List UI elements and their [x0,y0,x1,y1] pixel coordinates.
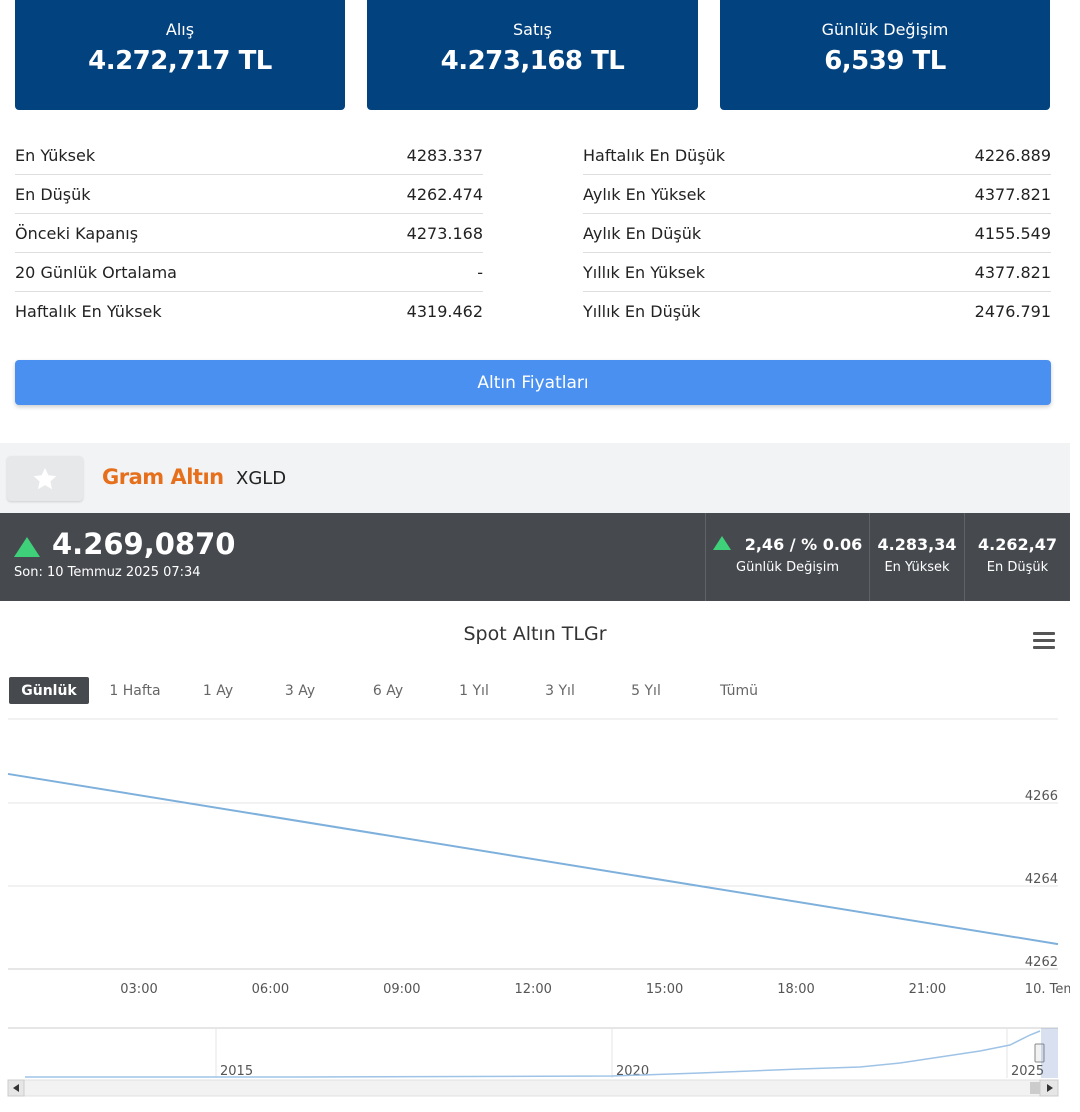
chevron-left-icon [13,1084,19,1092]
x-tick-label: 18:00 [777,982,814,997]
stat-value: - [477,262,483,282]
quote-bar: 4.269,0870 Son: 10 Temmuz 2025 07:34 2,4… [0,513,1070,601]
current-price: 4.269,0870 [52,527,236,561]
price-summary: Alış 4.272,717 TL Satış 4.273,168 TL Gün… [0,0,1070,440]
up-arrow-icon [712,536,731,550]
stat-label: Aylık En Düşük [583,223,702,243]
daily-low-caption: En Düşük [986,560,1049,575]
buy-price-card: Alış 4.272,717 TL [15,0,345,110]
daily-change-label: Günlük Değişim [821,20,949,39]
stat-value: 2476.791 [974,302,1051,321]
sell-price-card: Satış 4.273,168 TL [367,0,698,110]
daily-change-amount: 2,46 / % 0.06 [744,535,863,554]
navigator-label: 2020 [616,1064,649,1079]
stat-row: Haftalık En Yüksek 4319.462 [15,292,483,331]
stat-label: En Yüksek [15,145,96,165]
stat-row: Aylık En Yüksek 4377.821 [583,175,1051,214]
stat-label: Haftalık En Düşük [583,145,726,165]
last-update-time: Son: 10 Temmuz 2025 07:34 [14,565,201,580]
navigator-label: 2025 [1011,1064,1044,1079]
daily-low-cell: 4.262,47 En Düşük [964,513,1070,601]
gold-prices-button[interactable]: Altın Fiyatları [15,360,1051,405]
stat-label: 20 Günlük Ortalama [15,262,177,282]
stat-value: 4262.474 [406,184,483,204]
daily-low-value: 4.262,47 [978,535,1057,554]
daily-change-value: 6,539 TL [824,46,946,76]
stat-value: 4226.889 [974,145,1051,165]
navigator-selection[interactable] [1041,1028,1058,1078]
x-tick-label: 12:00 [514,982,551,997]
stat-row: Yıllık En Düşük 2476.791 [583,292,1051,331]
stat-label: Yıllık En Yüksek [583,262,706,282]
stat-label: En Düşük [15,184,91,204]
stat-row: 20 Günlük Ortalama - [15,253,483,292]
daily-high-value: 4.283,34 [877,535,957,554]
favorite-button[interactable] [7,456,83,501]
y-tick-label: 4262 [1025,955,1058,970]
stat-row: Yıllık En Yüksek 4377.821 [583,253,1051,292]
stat-value: 4319.462 [406,302,483,321]
range-button[interactable]: 3 Yıl [545,682,575,699]
daily-change-cell: 2,46 / % 0.06 Günlük Değişim [705,513,869,601]
chevron-right-icon [1047,1084,1053,1092]
stats-table-left: En Yüksek 4283.337 En Düşük 4262.474 Önceki … [15,136,483,331]
x-tick-label: 06:00 [252,982,289,997]
range-button[interactable]: 3 Ay [284,682,316,699]
stat-label: Aylık En Yüksek [583,184,706,204]
daily-change-caption: Günlük Değişim [736,560,839,575]
x-tick-label: 03:00 [120,982,157,997]
star-icon [33,467,57,489]
daily-high-cell: 4.283,34 En Yüksek [869,513,964,601]
sell-label: Satış [512,20,552,39]
up-arrow-icon [14,537,40,557]
stat-row: Aylık En Düşük 4155.549 [583,214,1051,253]
stat-value: 4155.549 [974,223,1051,243]
stat-label: Önceki Kapanış [15,223,139,243]
sell-value: 4.273,168 TL [440,46,625,76]
hamburger-menu-icon[interactable] [1033,632,1055,650]
navigator-label: 2015 [220,1064,253,1079]
range-button[interactable]: Tümü [719,682,758,699]
stat-row: Önceki Kapanış 4273.168 [15,214,483,253]
asset-header: Gram Altın XGLD [0,443,1070,513]
stat-row: En Düşük 4262.474 [15,175,483,214]
daily-high-caption: En Yüksek [884,560,950,575]
x-tick-label: 15:00 [646,982,683,997]
buy-label: Alış [165,20,195,39]
navigator-handle[interactable] [1034,1043,1045,1063]
stat-label: Haftalık En Yüksek [15,302,162,321]
x-tick-label: 09:00 [383,982,420,997]
x-tick-label: 10. Tem [1025,982,1070,997]
x-tick-label: 21:00 [909,982,946,997]
stats-table-right: Haftalık En Düşük 4226.889 Aylık En Yüksek… [583,136,1051,331]
y-tick-label: 4266 [1025,789,1058,804]
y-tick-label: 4264 [1025,872,1058,887]
range-button[interactable]: 6 Ay [372,682,404,699]
chart-canvas: 4262 4264 4266 03:00 06:00 09:00 12:00 15:00 18:… [7,718,1070,1097]
navigator-area [8,1028,1058,1078]
stat-row: Haftalık En Düşük 4226.889 [583,136,1051,175]
daily-change-card: Günlük Değişim 6,539 TL [720,0,1050,110]
stat-value: 4273.168 [406,223,483,243]
series-line [7,772,1059,946]
stat-value: 4377.821 [974,262,1051,282]
stat-label: Yıllık En Düşük [583,302,701,321]
navigator-series [25,1030,1041,1078]
stat-row: En Yüksek 4283.337 [15,136,483,175]
navigator-scrollbar[interactable] [7,1079,1059,1097]
asset-name: Gram Altın [102,465,224,489]
scrollbar-thumb[interactable] [1030,1082,1040,1094]
stat-value: 4283.337 [406,145,483,165]
range-button[interactable]: 5 Yıl [631,682,661,699]
range-button[interactable]: 1 Yıl [459,682,489,699]
price-chart: Spot Altın TLGr Günlük 1 Hafta 1 Ay 3 Ay 6 A… [0,601,1070,1112]
asset-code: XGLD [236,468,287,489]
buy-value: 4.272,717 TL [88,46,272,76]
range-button[interactable]: 1 Hafta [109,682,161,699]
range-button[interactable]: Günlük [9,677,89,704]
range-button[interactable]: 1 Ay [202,682,234,699]
stat-value: 4377.821 [974,184,1051,204]
chart-title: Spot Altın TLGr [463,623,607,645]
